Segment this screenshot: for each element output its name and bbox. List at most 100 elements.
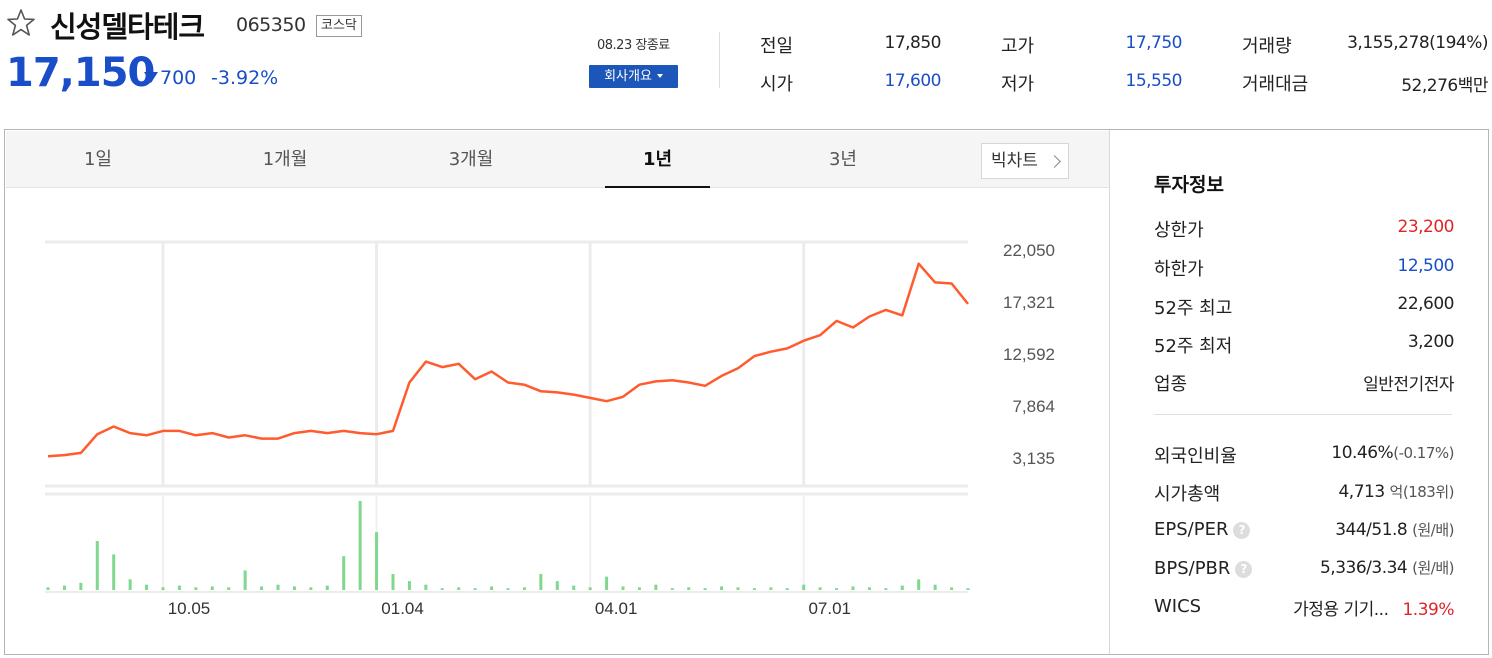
volume-bar — [391, 573, 395, 590]
market-cap-label: 시가총액 — [1154, 484, 1221, 505]
wics-label: WICS — [1154, 596, 1202, 617]
low-value: 15,550 — [1125, 71, 1183, 91]
volume-bar — [522, 587, 526, 590]
divider — [1154, 414, 1452, 415]
volume-bar — [128, 579, 132, 590]
volume-bar — [375, 532, 379, 590]
volume-bar — [687, 587, 691, 590]
divider — [1109, 130, 1110, 654]
foreign-ratio: 10.46% — [1331, 443, 1394, 463]
volume-bar — [835, 588, 839, 590]
tab-3month[interactable]: 3개월 — [448, 149, 494, 170]
stock-name: 신성델타테크 — [50, 10, 205, 44]
y-tick-label: 22,050 — [1003, 241, 1055, 260]
wics-value[interactable]: 가정용 기기... 1.39% — [1293, 595, 1454, 620]
divider — [719, 32, 720, 88]
low-52w-label: 52주 최저 — [1154, 336, 1233, 357]
volume-bar — [358, 501, 362, 590]
volume-bar — [900, 585, 904, 590]
volume-bar — [917, 579, 921, 590]
foreign-ratio-label: 외국인비율 — [1154, 446, 1237, 467]
stock-code: 065350 — [236, 14, 306, 36]
prev-close-label: 전일 — [760, 36, 794, 57]
tab-1day[interactable]: 1일 — [83, 149, 112, 170]
price-chart: 10.05 01.04 04.01 07.01 22,050 17,321 12,592 7,… — [45, 240, 1055, 618]
open-label: 시가 — [760, 74, 794, 95]
volume-bar — [670, 588, 674, 590]
volume-bar — [506, 588, 510, 590]
market-cap-unit: 억 — [1389, 483, 1404, 501]
volume-bar — [818, 587, 822, 590]
x-tick-label: 07.01 — [808, 599, 851, 618]
eps-per-label: EPS/PER? — [1154, 519, 1251, 540]
volume-value: 3,155,278(194%) — [1347, 33, 1488, 53]
investment-info-title: 투자정보 — [1154, 174, 1224, 196]
bigchart-button[interactable]: 빅차트 — [981, 143, 1069, 179]
bigchart-label: 빅차트 — [991, 151, 1038, 171]
bps-pbr: 5,336/3.34 — [1319, 558, 1408, 578]
volume-bar — [736, 587, 740, 590]
help-icon[interactable]: ? — [1233, 522, 1251, 539]
volume-bar — [161, 587, 165, 590]
y-tick-label: 12,592 — [1003, 345, 1055, 364]
volume-label: 거래량 — [1242, 36, 1292, 57]
y-tick-label: 17,321 — [1003, 293, 1055, 312]
eps-per-value: 344/51.8 (원/배) — [1335, 519, 1454, 540]
low-52w-value: 3,200 — [1407, 332, 1455, 352]
volume-bar — [210, 586, 214, 590]
volume-bar — [769, 587, 773, 590]
lower-limit-value: 12,500 — [1397, 256, 1455, 276]
high-label: 고가 — [1001, 36, 1035, 57]
market-cap-value: 4,713 억(183위) — [1338, 481, 1454, 502]
volume-bar — [621, 586, 625, 590]
volume-bar — [309, 587, 313, 590]
volume-bar — [177, 585, 181, 590]
foreign-ratio-value: 10.46%(-0.17%) — [1331, 443, 1454, 463]
volume-bar — [457, 587, 461, 590]
company-overview-button[interactable]: 회사개요 — [589, 65, 678, 88]
market-cap: 4,713 — [1338, 482, 1385, 502]
volume-bar — [785, 588, 789, 590]
high-value: 17,750 — [1125, 33, 1183, 53]
volume-bar — [572, 585, 576, 590]
eps-per: 344/51.8 — [1335, 520, 1408, 540]
volume-bar — [802, 584, 806, 590]
current-price: 17,150 — [6, 50, 155, 96]
volume-bar — [46, 587, 50, 590]
low-label: 저가 — [1001, 74, 1035, 95]
tab-1year[interactable]: 1년 — [605, 131, 710, 188]
volume-bar — [424, 584, 428, 590]
x-tick-label: 04.01 — [595, 599, 638, 618]
volume-bar — [112, 554, 116, 590]
volume-bar — [194, 587, 198, 590]
volume-bar — [720, 586, 724, 590]
volume-bar — [654, 584, 658, 590]
period-tabs: 1일 1개월 3개월 1년 3년 빅차트 — [6, 131, 1110, 188]
volume-bar — [79, 582, 83, 590]
market-time: 08.23 장종료 — [597, 38, 670, 53]
y-tick-label: 7,864 — [1012, 397, 1055, 416]
high-52w-value: 22,600 — [1397, 294, 1455, 314]
tab-3year[interactable]: 3년 — [828, 149, 857, 170]
y-tick-label: 3,135 — [1012, 449, 1055, 468]
open-value: 17,600 — [884, 71, 942, 91]
volume-bar — [407, 581, 411, 590]
favorite-star-icon[interactable] — [6, 8, 36, 38]
help-icon[interactable]: ? — [1235, 561, 1253, 578]
down-triangle-icon — [144, 72, 158, 83]
wics-percent: 1.39% — [1402, 600, 1454, 620]
investment-info: 투자정보 상한가 23,200 하한가 12,500 52주 최고 22,600… — [1110, 130, 1488, 654]
volume-bar — [243, 570, 247, 590]
bps-pbr-label: BPS/PBR? — [1154, 558, 1253, 579]
volume-bar — [966, 588, 970, 590]
volume-bar — [95, 541, 99, 590]
prev-close-value: 17,850 — [884, 33, 942, 53]
tab-1month[interactable]: 1개월 — [262, 149, 308, 170]
volume-bar — [145, 584, 149, 590]
industry-value[interactable]: 일반전기전자 — [1363, 375, 1454, 395]
volume-bar — [440, 588, 444, 590]
trade-amount-label: 거래대금 — [1242, 74, 1309, 95]
volume-bar — [605, 576, 609, 590]
volume-bar — [539, 573, 543, 590]
volume-bar — [637, 587, 641, 590]
